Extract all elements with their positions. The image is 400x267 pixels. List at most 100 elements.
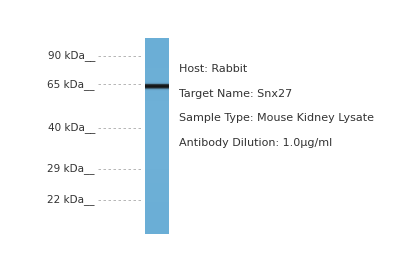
Bar: [144, 220, 169, 222]
Bar: [144, 120, 169, 122]
Bar: [144, 161, 169, 163]
Text: Sample Type: Mouse Kidney Lysate: Sample Type: Mouse Kidney Lysate: [179, 113, 374, 123]
Bar: [144, 200, 169, 202]
Bar: [144, 142, 169, 144]
Bar: [144, 93, 169, 95]
Bar: [144, 154, 169, 155]
Bar: [144, 165, 169, 167]
Text: Antibody Dilution: 1.0μg/ml: Antibody Dilution: 1.0μg/ml: [179, 138, 332, 148]
Bar: [144, 122, 169, 124]
Bar: [144, 146, 169, 148]
Bar: [144, 230, 169, 231]
Bar: [144, 206, 169, 208]
Text: 90 kDa__: 90 kDa__: [48, 50, 95, 61]
Bar: [144, 222, 169, 224]
Bar: [145, 81, 169, 82]
Bar: [145, 90, 169, 91]
Bar: [144, 191, 169, 193]
Bar: [144, 69, 169, 71]
Bar: [144, 66, 169, 68]
Bar: [144, 44, 169, 46]
Bar: [144, 40, 169, 42]
Text: Host: Rabbit: Host: Rabbit: [179, 64, 247, 74]
Bar: [144, 71, 169, 73]
Bar: [145, 82, 169, 83]
Bar: [144, 126, 169, 128]
Bar: [144, 89, 169, 91]
Bar: [145, 89, 169, 90]
Bar: [144, 197, 169, 198]
Bar: [144, 169, 169, 171]
Bar: [144, 185, 169, 187]
Text: 65 kDa__: 65 kDa__: [48, 79, 95, 90]
Bar: [144, 99, 169, 101]
Bar: [144, 136, 169, 138]
Text: 29 kDa__: 29 kDa__: [48, 163, 95, 174]
Bar: [144, 42, 169, 44]
Bar: [144, 58, 169, 60]
Bar: [144, 159, 169, 161]
Bar: [145, 86, 169, 87]
Bar: [145, 91, 169, 92]
Bar: [144, 107, 169, 108]
Bar: [144, 56, 169, 58]
Bar: [144, 124, 169, 126]
Bar: [144, 212, 169, 214]
Bar: [145, 83, 169, 84]
Bar: [144, 210, 169, 212]
Bar: [144, 228, 169, 230]
Bar: [144, 224, 169, 226]
Bar: [144, 155, 169, 157]
Bar: [145, 80, 169, 81]
Bar: [145, 84, 169, 85]
Bar: [144, 60, 169, 62]
Bar: [144, 187, 169, 189]
Bar: [144, 144, 169, 146]
Bar: [144, 77, 169, 79]
Bar: [144, 214, 169, 216]
Bar: [144, 101, 169, 103]
Bar: [144, 138, 169, 140]
Bar: [145, 88, 169, 89]
Bar: [145, 91, 169, 92]
Bar: [144, 97, 169, 99]
Bar: [144, 163, 169, 165]
Bar: [144, 114, 169, 116]
Bar: [144, 157, 169, 159]
Bar: [144, 179, 169, 181]
Bar: [145, 87, 169, 88]
Bar: [144, 198, 169, 200]
Bar: [144, 62, 169, 64]
Bar: [144, 79, 169, 81]
Bar: [145, 83, 169, 84]
Text: 22 kDa__: 22 kDa__: [48, 194, 95, 205]
Bar: [144, 193, 169, 194]
Bar: [145, 82, 169, 83]
Bar: [144, 95, 169, 97]
Bar: [144, 50, 169, 52]
Bar: [144, 105, 169, 107]
Bar: [144, 85, 169, 87]
Bar: [145, 81, 169, 82]
Bar: [144, 148, 169, 150]
Bar: [145, 89, 169, 90]
Bar: [144, 68, 169, 69]
Bar: [144, 194, 169, 197]
Bar: [144, 132, 169, 134]
Bar: [144, 181, 169, 183]
Bar: [144, 150, 169, 151]
Bar: [144, 183, 169, 185]
Bar: [145, 84, 169, 85]
Bar: [144, 202, 169, 204]
Bar: [144, 103, 169, 105]
Bar: [144, 112, 169, 114]
Bar: [144, 204, 169, 206]
Text: 40 kDa__: 40 kDa__: [48, 122, 95, 133]
Bar: [144, 151, 169, 154]
Bar: [144, 208, 169, 210]
Bar: [145, 86, 169, 87]
Bar: [144, 167, 169, 169]
Bar: [144, 128, 169, 130]
Bar: [144, 189, 169, 191]
Bar: [144, 177, 169, 179]
